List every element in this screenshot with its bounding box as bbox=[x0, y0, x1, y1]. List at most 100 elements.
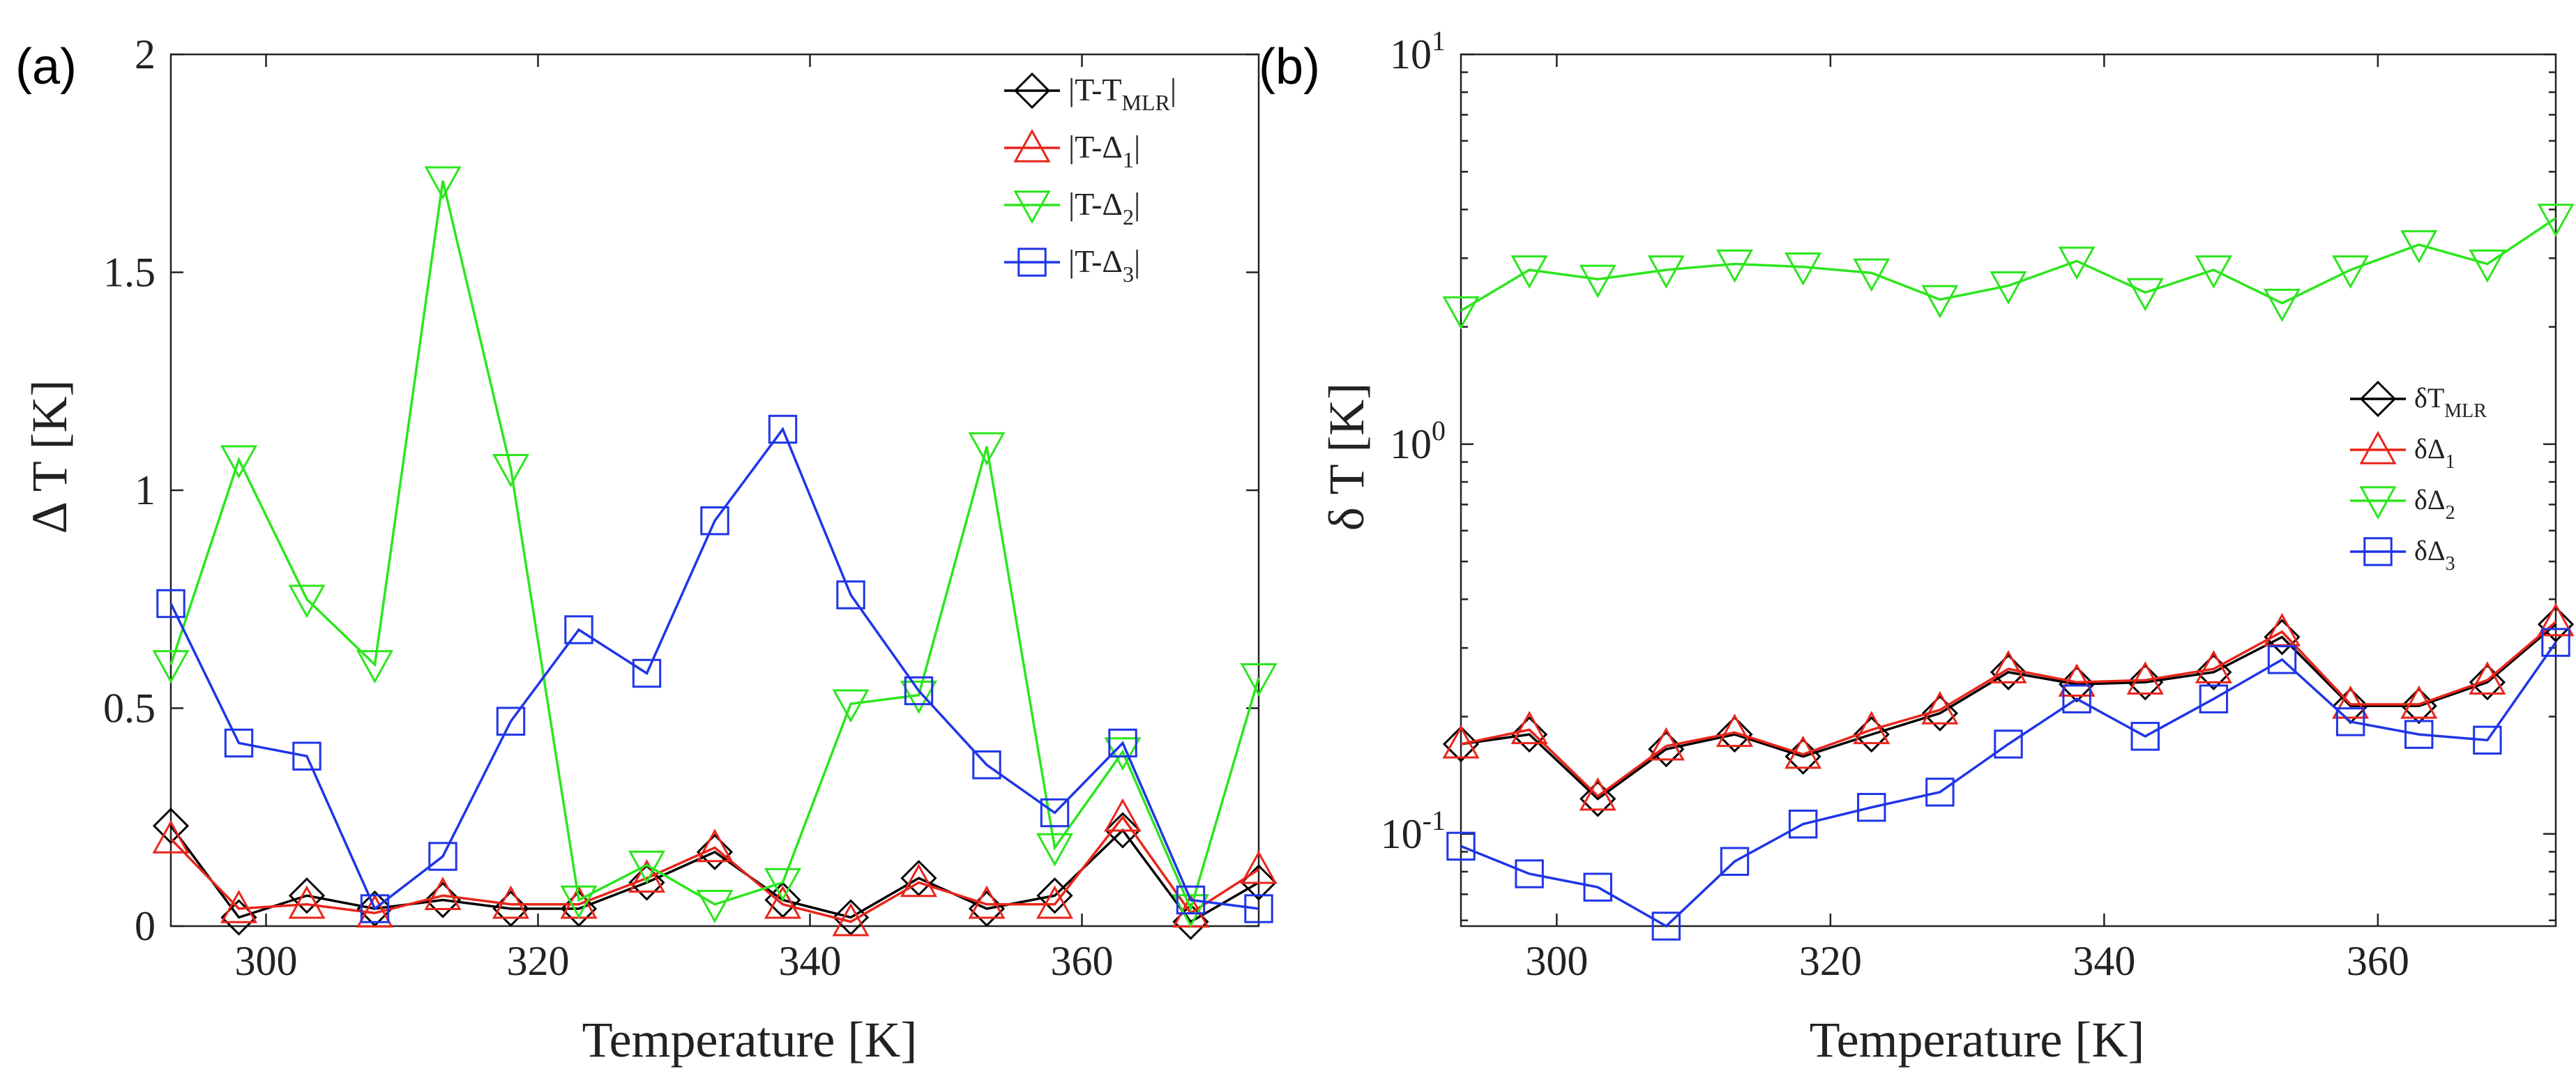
panel-b-series-3-point bbox=[1651, 911, 1681, 941]
panel-b-series-3 bbox=[1446, 628, 2570, 941]
panel-a: (a) 300 320 340 36000.511.52|T-TMLR||T-Δ1||… bbox=[15, 31, 1278, 1068]
panel-a-series-1-point bbox=[492, 885, 530, 919]
panel-a-series-1-point bbox=[424, 877, 462, 910]
panel-a-xtick-label: 300 bbox=[235, 938, 298, 984]
panel-b-series-0-point bbox=[1853, 716, 1890, 753]
panel-b-series-3-line bbox=[1460, 642, 2557, 928]
panel-a-series-2-point bbox=[1036, 833, 1074, 867]
panel-b-ytick-label: 10-1 bbox=[1381, 805, 1446, 857]
panel-a-series-0-point bbox=[424, 881, 462, 918]
panel-a-legend-marker-2 bbox=[1013, 190, 1051, 225]
panel-b-series-1-point bbox=[1990, 650, 2027, 683]
panel-b-series-2-point bbox=[1442, 296, 1480, 330]
panel-a-series-0-point bbox=[628, 864, 665, 901]
panel-b-xtick-label: 360 bbox=[2347, 938, 2409, 984]
panel-a-series-1-point bbox=[968, 885, 1006, 919]
panel-b-xtick-label: 340 bbox=[2073, 938, 2135, 984]
panel-b-legend-label-3: δΔ3 bbox=[2414, 535, 2455, 575]
panel-b-series-1-point bbox=[1853, 711, 1891, 745]
panel-b-series-3-point bbox=[1720, 847, 1750, 876]
panel-b-series-2-point bbox=[1647, 255, 1685, 289]
panel-a-series-1-point bbox=[1036, 885, 1074, 919]
panel-a-series-0-point bbox=[288, 877, 326, 914]
panel-b-series-3-point bbox=[1925, 778, 1955, 807]
panel-b-series-3-point bbox=[2541, 628, 2570, 657]
panel-a-series-3-point bbox=[700, 506, 729, 536]
panel-b-legend-marker-3 bbox=[2363, 537, 2393, 566]
panel-b-legend-marker-0 bbox=[2359, 380, 2397, 418]
panel-a-series-3-point bbox=[428, 842, 457, 871]
panel-b: (b) 300 320 340 360 10-1 100 101 δTMLR δΔ1 δΔ2 δΔ3… bbox=[1259, 25, 2575, 1068]
panel-a-legend-marker-1 bbox=[1013, 128, 1051, 162]
panel-a-series-0-point bbox=[696, 833, 734, 870]
panel-a-series-2-point bbox=[560, 885, 598, 919]
panel-b-xtick-label: 320 bbox=[1799, 938, 1862, 984]
panel-b-series-2-point bbox=[1510, 255, 1548, 289]
plot-b: 300 320 340 360 10-1 100 101 δTMLR δΔ1 δΔ2 δΔ3 bbox=[1381, 25, 2575, 984]
panel-b-ytick-label: 100 bbox=[1390, 415, 1446, 467]
panel-a-series-2-point bbox=[424, 166, 462, 200]
panel-a-series-2-point bbox=[1172, 894, 1210, 928]
panel-a-xtick-label: 360 bbox=[1051, 938, 1114, 984]
panel-a-series-0-point bbox=[1104, 812, 1142, 849]
panel-a-ytick-label: 0 bbox=[135, 903, 156, 949]
panel-a-series-3-point bbox=[564, 615, 593, 644]
panel-b-series-0-point bbox=[2264, 619, 2301, 656]
panel-b-series-2-point bbox=[2469, 249, 2506, 283]
panel-a-legend-label-2: |T-Δ2| bbox=[1068, 186, 1140, 229]
panel-a-series-1-point bbox=[832, 902, 870, 937]
panel-b-series-3-point bbox=[2130, 722, 2160, 751]
panel-a-axes-box bbox=[169, 53, 1260, 928]
plot-a: 300 320 340 360 0 0.5 1 1.5 2 |T-TMLR| |T-Δ1| |T-Δ2… bbox=[103, 31, 1278, 984]
panel-b-series-0-point bbox=[1921, 695, 1958, 732]
panel-a-series-3-line bbox=[169, 426, 1259, 911]
panel-b-series-1-point bbox=[1579, 777, 1616, 811]
panel-a-xtick-label: 320 bbox=[507, 938, 570, 984]
panel-b-series-0-point bbox=[1716, 716, 1753, 753]
panel-b-axes-box bbox=[1460, 53, 2557, 928]
panel-b-series-0-point bbox=[1579, 780, 1616, 817]
panel-a-legend-label-0: |T-TMLR| bbox=[1068, 72, 1176, 115]
panel-b-series-2-point bbox=[1715, 249, 1754, 283]
panel-a-legend-label-3: |T-Δ3| bbox=[1068, 243, 1140, 287]
panel-b-series-1-point bbox=[1785, 735, 1822, 769]
panel-b-series-3-point bbox=[1788, 809, 1818, 839]
panel-b-legend-label-2: δΔ2 bbox=[2414, 484, 2455, 524]
panel-a-series-3-point bbox=[768, 414, 798, 444]
panel-a-series-1-point bbox=[1104, 798, 1142, 832]
panel-b-series-2-point bbox=[2195, 255, 2232, 289]
panel-b-xtick-label: 300 bbox=[1525, 938, 1588, 984]
panel-b-legend-label-1: δΔ1 bbox=[2414, 433, 2455, 473]
panel-b-ylabel: δ T [K] bbox=[1319, 383, 1374, 531]
panel-a-series-3 bbox=[156, 414, 1273, 923]
panel-a-series-3-point bbox=[224, 728, 254, 758]
panel-a-series-3-point bbox=[496, 706, 526, 736]
panel-b-series-1 bbox=[1442, 603, 2575, 811]
panel-b-series-2-point bbox=[2058, 246, 2096, 280]
panel-a-series-1-point bbox=[628, 859, 666, 893]
panel-b-series-2-point bbox=[1579, 264, 1616, 298]
panel-b-series-3-point bbox=[1994, 729, 2023, 759]
panel-b-series-3-point bbox=[2473, 725, 2502, 755]
panel-a-series-2-point bbox=[288, 584, 326, 619]
panel-b-series-3-point bbox=[2062, 684, 2091, 713]
panel-a-series-2-point bbox=[356, 650, 394, 684]
panel-a-series-1-point bbox=[152, 819, 190, 854]
panel-a-series-1-point bbox=[696, 828, 734, 863]
panel-b-series-1-point bbox=[2332, 685, 2370, 719]
panel-b-series-0-point bbox=[2059, 666, 2096, 703]
panel-b-series-1-point bbox=[2126, 661, 2164, 695]
panel-b-xlabel: Temperature [K] bbox=[1810, 1012, 2145, 1068]
panel-a-series-3-point bbox=[1244, 894, 1273, 923]
panel-a-series-2-point bbox=[628, 850, 666, 884]
panel-a-series-2-point bbox=[1240, 663, 1278, 697]
panel-b-series-3-point bbox=[2404, 720, 2434, 749]
panel-a-legend: |T-TMLR| |T-Δ1| |T-Δ2| |T-Δ3| bbox=[1004, 72, 1176, 287]
panel-a-series-3-point bbox=[904, 676, 934, 706]
panel-b-series-2-point bbox=[2126, 278, 2164, 312]
panel-a-series-1-point bbox=[764, 885, 802, 919]
panel-a-series-1-point bbox=[220, 889, 258, 923]
panel-b-series-0-point bbox=[2469, 664, 2506, 701]
panel-b-series-1-line bbox=[1460, 621, 2557, 798]
